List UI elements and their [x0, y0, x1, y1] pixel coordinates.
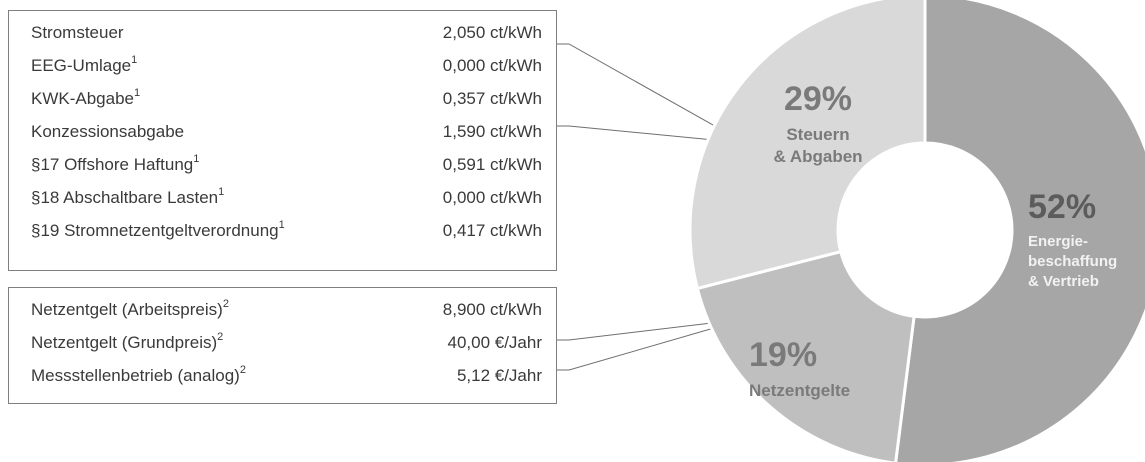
footnote-marker: 1	[278, 219, 285, 232]
taxes_box-row: §19 Stromnetzentgeltverordnung1 0,417 ct/…	[31, 216, 542, 246]
row-label-text: Konzessionsabgabe	[31, 122, 185, 141]
taxes_box-row: EEG-Umlage1 0,000 ct/kWh	[31, 51, 542, 81]
footnote-marker: 1	[193, 153, 200, 166]
slice-name-label: Steuern	[786, 125, 849, 144]
taxes_box-row-label: KWK-Abgabe1	[31, 84, 140, 114]
taxes_box-row-value: 0,591 ct/kWh	[442, 155, 542, 174]
taxes_box-row: Stromsteuer 2,050 ct/kWh	[31, 18, 542, 48]
footnote-marker: 2	[217, 331, 224, 344]
grid_box-row: Netzentgelt (Arbeitspreis)2 8,900 ct/kWh	[31, 295, 542, 325]
slice-name-label: Energie-	[1028, 233, 1088, 250]
taxes_box-row-label: Konzessionsabgabe	[31, 117, 184, 147]
row-label-text: KWK-Abgabe	[31, 89, 134, 108]
donut-slice-labels: 52% Energie-beschaffung & Vertrieb 19% Netze…	[749, 80, 1117, 400]
grid_box-row: Messstellenbetrieb (analog)2 5,12 €/Jahr	[31, 361, 542, 391]
taxes_box-row: §17 Offshore Haftung1 0,591 ct/kWh	[31, 150, 542, 180]
slice-percent-label: 19%	[749, 336, 817, 374]
taxes_box-row: §18 Abschaltbare Lasten1 0,000 ct/kWh	[31, 183, 542, 213]
taxes_box-row-label: §19 Stromnetzentgeltverordnung1	[31, 216, 285, 246]
grid_box-row-value: 8,900 ct/kWh	[442, 300, 542, 319]
taxes_box-row: Konzessionsabgabe 1,590 ct/kWh	[31, 117, 542, 147]
donut-slice	[894, 0, 1145, 462]
row-label-text: EEG-Umlage	[31, 56, 132, 75]
row-label-text: Stromsteuer	[31, 23, 124, 42]
taxes_box-row-value: 1,590 ct/kWh	[442, 122, 542, 141]
row-label-text: Messstellenbetrieb (analog)	[31, 366, 240, 385]
slice-label: 19% Netzentgelte	[749, 336, 850, 400]
donut-slices	[688, 0, 1145, 462]
row-label-text: §18 Abschaltbare Lasten	[31, 188, 219, 207]
taxes_box-row-label: §17 Offshore Haftung1	[31, 150, 199, 180]
donut-slice	[688, 0, 927, 291]
footnote-marker: 1	[218, 186, 225, 199]
row-label-text: Netzentgelt (Arbeitspreis)	[31, 300, 223, 319]
taxes_box-row-label: §18 Abschaltbare Lasten1	[31, 183, 224, 213]
slice-name-label: & Abgaben	[773, 147, 862, 166]
taxes_box-row-value: 0,417 ct/kWh	[442, 221, 542, 240]
grid_box-row-value: 5,12 €/Jahr	[456, 366, 542, 385]
grid_box-row-label: Netzentgelt (Arbeitspreis)2	[31, 295, 229, 325]
taxes_box-row: KWK-Abgabe1 0,357 ct/kWh	[31, 84, 542, 114]
taxes_box-row-value: 0,000 ct/kWh	[442, 188, 542, 207]
footnote-marker: 1	[134, 87, 141, 100]
slice-name-label: beschaffung	[1028, 253, 1117, 270]
slice-label: 52% Energie-beschaffung & Vertrieb	[1028, 188, 1117, 290]
slice-name-label: Netzentgelte	[749, 381, 850, 400]
taxes_box-row-value: 2,050 ct/kWh	[442, 23, 542, 42]
taxes_box-row-value: 0,357 ct/kWh	[442, 89, 542, 108]
slice-label: 29% Steuern & Abgaben	[773, 80, 862, 166]
taxes_box-row-label: Stromsteuer	[31, 18, 124, 48]
footnote-marker: 2	[222, 298, 229, 311]
grid_box-row: Netzentgelt (Grundpreis)2 40,00 €/Jahr	[31, 328, 542, 358]
grid_box-row-value: 40,00 €/Jahr	[447, 333, 542, 352]
taxes-levies-box: Stromsteuer 2,050 ct/kWh EEG-Umlage1 0,000 …	[8, 10, 557, 271]
row-label-text: §17 Offshore Haftung	[31, 155, 194, 174]
row-label-text: Netzentgelt (Grundpreis)	[31, 333, 218, 352]
grid_box-row-label: Netzentgelt (Grundpreis)2	[31, 328, 223, 358]
taxes_box-row-label: EEG-Umlage1	[31, 51, 137, 81]
donut-slice	[695, 249, 916, 462]
footnote-marker: 2	[239, 364, 246, 377]
footnote-marker: 1	[131, 54, 138, 67]
slice-percent-label: 29%	[784, 80, 852, 118]
taxes_box-row-value: 0,000 ct/kWh	[442, 56, 542, 75]
grid_box-row-label: Messstellenbetrieb (analog)2	[31, 361, 246, 391]
row-label-text: §19 Stromnetzentgeltverordnung	[31, 221, 279, 240]
slice-percent-label: 52%	[1028, 188, 1096, 226]
grid-fees-box: Netzentgelt (Arbeitspreis)2 8,900 ct/kWh N…	[8, 287, 557, 404]
slice-name-label: & Vertrieb	[1028, 273, 1099, 290]
